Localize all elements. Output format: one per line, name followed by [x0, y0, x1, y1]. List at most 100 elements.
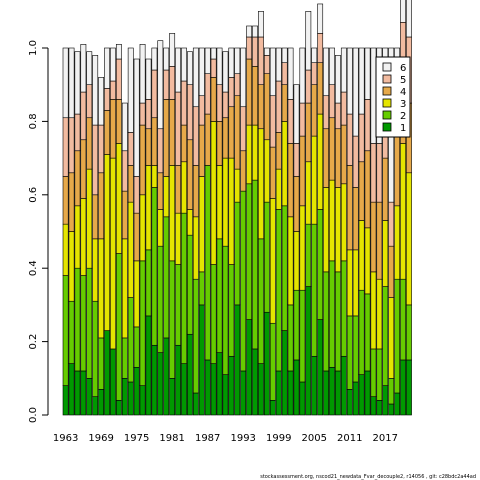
bar-segment-1965-age-4 — [74, 150, 81, 207]
bar-segment-1976-age-6 — [139, 44, 146, 104]
bar-segment-2004-age-6 — [305, 11, 312, 71]
bar-segment-1979-age-6 — [157, 40, 164, 130]
bar-segment-1967-age-5 — [86, 84, 93, 119]
bar-segment-2013-age-2 — [358, 289, 365, 375]
bar-segment-1981-age-1 — [169, 377, 176, 416]
bar-segment-1999-age-3 — [275, 168, 282, 210]
bar-segment-1978-age-4 — [151, 117, 158, 166]
bar-segment-1976-age-3 — [139, 194, 146, 262]
bar-segment-2018-age-1 — [388, 403, 395, 416]
bar-segment-1977-age-4 — [145, 128, 152, 166]
bar-segment-1999-age-6 — [275, 47, 282, 82]
bar-segment-1997-age-2 — [263, 201, 270, 313]
bar-segment-1979-age-2 — [157, 245, 164, 353]
legend-swatch-6 — [382, 62, 392, 72]
legend-label-3: 3 — [400, 99, 406, 110]
bar-segment-1980-age-4 — [163, 99, 170, 177]
bar-segment-1988-age-5 — [210, 58, 217, 78]
legend-label-4: 4 — [400, 87, 406, 98]
bar-segment-1992-age-1 — [234, 304, 241, 416]
y-tick-label: 0.2 — [28, 334, 39, 350]
bar-segment-1972-age-4 — [115, 99, 122, 144]
bar-segment-2011-age-3 — [346, 249, 353, 317]
bar-segment-2002-age-3 — [293, 231, 300, 291]
bar-segment-1985-age-5 — [192, 106, 199, 166]
bar-segment-1981-age-5 — [169, 66, 176, 100]
bar-segment-2015-age-1 — [370, 396, 377, 416]
bar-segment-2007-age-4 — [323, 128, 329, 188]
x-tick-label: 2017 — [373, 433, 398, 444]
legend-swatch-3 — [382, 98, 392, 108]
bar-segment-1964-age-5 — [68, 117, 75, 174]
bar-segment-1988-age-6 — [210, 47, 217, 60]
bar-segment-1970-age-6 — [104, 47, 110, 89]
x-tick-label: 1969 — [88, 433, 113, 444]
bar-segment-1991-age-1 — [228, 355, 235, 416]
x-tick-label: 2005 — [302, 433, 327, 444]
bar-segment-1982-age-6 — [175, 47, 181, 93]
bar-segment-1980-age-2 — [163, 216, 170, 339]
bar-segment-1974-age-1 — [127, 381, 134, 416]
bar-segment-2015-age-5 — [370, 143, 377, 203]
bar-segment-2019-age-4 — [394, 132, 401, 207]
bar-segment-2002-age-4 — [293, 176, 300, 232]
bar-segment-2012-age-5 — [352, 135, 359, 188]
footnote: stockassessment.org, nscod21_newdata_Fva… — [260, 474, 476, 480]
bar-segment-1992-age-5 — [234, 73, 241, 97]
bar-segment-2020-age-3 — [400, 143, 406, 280]
bar-segment-2018-age-5 — [388, 201, 395, 247]
bar-segment-2017-age-1 — [382, 385, 389, 416]
legend-label-6: 6 — [400, 63, 406, 74]
bar-segment-1987-age-5 — [204, 73, 211, 115]
bar-segment-1986-age-2 — [198, 271, 205, 306]
bar-segment-1984-age-5 — [187, 84, 193, 141]
y-tick-label: 0.6 — [28, 187, 39, 203]
bar-segment-1975-age-1 — [133, 366, 140, 416]
bar-segment-1991-age-5 — [228, 77, 235, 108]
bar-segment-2009-age-4 — [335, 128, 341, 188]
bar-segment-2004-age-2 — [305, 223, 312, 287]
bar-segment-1996-age-5 — [258, 36, 264, 86]
bar-segment-1974-age-5 — [127, 132, 134, 166]
bar-segment-2003-age-1 — [299, 381, 306, 416]
legend-label-1: 1 — [400, 123, 406, 134]
bar-segment-1981-age-4 — [169, 99, 176, 166]
bar-segment-1998-age-6 — [269, 47, 276, 97]
legend-swatch-4 — [382, 86, 392, 96]
y-tick-label: 0.8 — [28, 113, 39, 129]
x-tick-label: 1981 — [159, 433, 184, 444]
bar-segment-2008-age-1 — [329, 366, 335, 416]
bar-segment-1993-age-5 — [240, 106, 247, 152]
bar-segment-1990-age-5 — [222, 91, 229, 119]
bar-segment-2012-age-3 — [352, 249, 359, 317]
y-tick-label: 0.4 — [28, 260, 39, 276]
bar-segment-1979-age-1 — [157, 352, 164, 416]
bar-segment-1986-age-3 — [198, 176, 205, 273]
bar-segment-1980-age-3 — [163, 176, 170, 218]
bar-segment-2006-age-2 — [317, 209, 324, 320]
bar-segment-1971-age-1 — [110, 348, 116, 416]
bar-segment-2000-age-6 — [281, 47, 288, 63]
bar-segment-1995-age-2 — [252, 179, 258, 350]
legend-swatch-2 — [382, 110, 392, 120]
bar-segment-2011-age-4 — [346, 165, 353, 251]
bar-segment-1965-age-1 — [74, 370, 81, 416]
bar-segment-2020-age-6 — [400, 0, 406, 23]
bar-segment-2021-age-6 — [406, 0, 412, 38]
bar-segment-2003-age-6 — [299, 47, 306, 104]
bar-segment-2012-age-2 — [352, 315, 359, 383]
bar-segment-2009-age-3 — [335, 187, 341, 273]
x-tick-label: 1993 — [230, 433, 255, 444]
bar-segment-2019-age-3 — [394, 205, 401, 280]
bar-segment-1963-age-3 — [62, 223, 69, 276]
bar-segment-1974-age-2 — [127, 297, 134, 383]
bar-segment-1990-age-6 — [222, 51, 229, 93]
bar-segment-1979-age-5 — [157, 128, 164, 174]
bar-segment-1974-age-4 — [127, 165, 134, 203]
bar-segment-2003-age-3 — [299, 205, 306, 291]
bar-segment-1966-age-3 — [80, 198, 87, 276]
bar-segment-2007-age-3 — [323, 187, 329, 273]
bar-segment-1985-age-6 — [192, 47, 199, 108]
bar-segment-2001-age-1 — [287, 370, 294, 416]
bar-segment-2004-age-4 — [305, 102, 312, 163]
